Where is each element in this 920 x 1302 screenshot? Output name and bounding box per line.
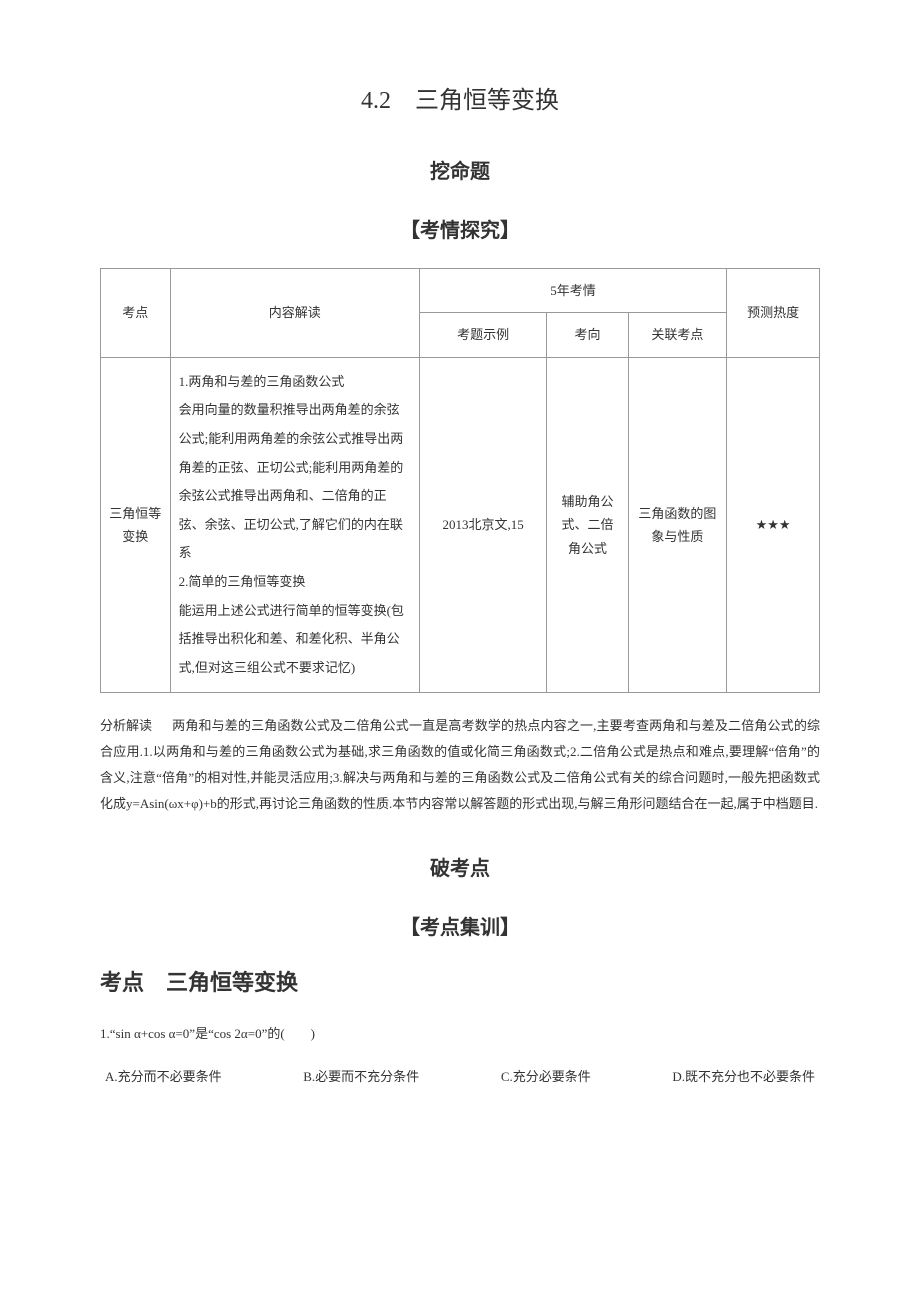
th-kaoxiang: 考向 — [547, 313, 628, 357]
kaodian-subheading: 考点 三角恒等变换 — [100, 965, 820, 997]
analysis-text: 两角和与差的三角函数公式及二倍角公式一直是高考数学的热点内容之一,主要考查两角和… — [100, 718, 820, 811]
option-b: B.必要而不充分条件 — [303, 1066, 419, 1085]
analysis-label: 分析解读 — [100, 713, 152, 739]
option-d: D.既不充分也不必要条件 — [672, 1066, 815, 1085]
chapter-title: 4.2 三角恒等变换 — [100, 80, 820, 115]
section-dig-question: 挖命题 — [100, 155, 820, 184]
question-1-text: 1.“sin α+cos α=0”是“cos 2α=0”的( ) — [100, 1022, 820, 1045]
td-kaoxiang: 辅助角公式、二倍角公式 — [547, 357, 628, 693]
th-redu: 预测热度 — [727, 269, 820, 358]
point-training-heading: 【考点集训】 — [100, 911, 820, 940]
th-jiedu: 内容解读 — [170, 269, 419, 358]
td-redu: ★★★ — [727, 357, 820, 693]
question-1-options: A.充分而不必要条件 B.必要而不充分条件 C.充分必要条件 D.既不充分也不必… — [100, 1066, 820, 1085]
td-shili: 2013北京文,15 — [419, 357, 547, 693]
th-kaodian: 考点 — [101, 269, 171, 358]
th-shili: 考题示例 — [419, 313, 547, 357]
td-guanlian: 三角函数的图象与性质 — [628, 357, 727, 693]
th-guanlian: 关联考点 — [628, 313, 727, 357]
analysis-paragraph: 分析解读两角和与差的三角函数公式及二倍角公式一直是高考数学的热点内容之一,主要考… — [100, 713, 820, 817]
exam-explore-heading: 【考情探究】 — [100, 214, 820, 243]
option-a: A.充分而不必要条件 — [105, 1066, 222, 1085]
td-jiedu: 1.两角和与差的三角函数公式 会用向量的数量积推导出两角差的余弦公式;能利用两角… — [170, 357, 419, 693]
td-kaodian: 三角恒等变换 — [101, 357, 171, 693]
section-break-point: 破考点 — [100, 852, 820, 881]
th-kaoqing: 5年考情 — [419, 269, 726, 313]
option-c: C.充分必要条件 — [501, 1066, 591, 1085]
exam-analysis-table: 考点 内容解读 5年考情 预测热度 考题示例 考向 关联考点 三角恒等变换 1.… — [100, 268, 820, 693]
